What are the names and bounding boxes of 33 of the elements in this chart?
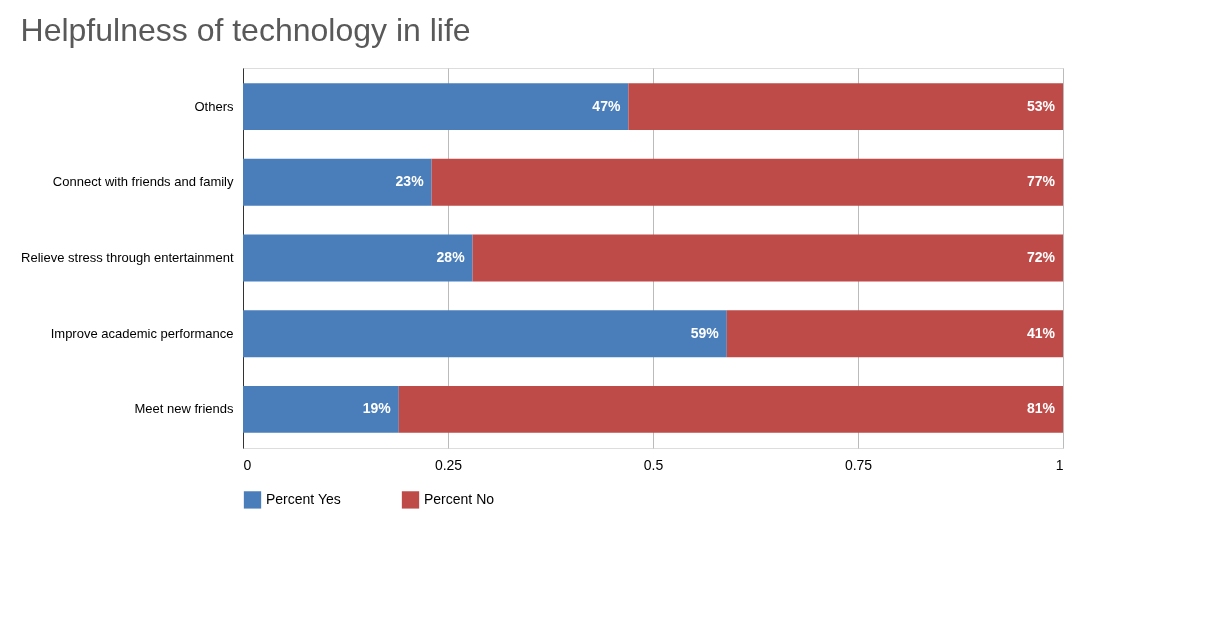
x-tick-label: 1 (1055, 456, 1064, 473)
bar (243, 234, 473, 282)
bar (628, 83, 1063, 131)
chart-title: Helpfulness of technology in life (20, 12, 471, 48)
bar (431, 158, 1063, 206)
bar (243, 158, 432, 206)
y-tick-label: Relieve stress through entertainment (21, 250, 234, 265)
data-label: 23% (395, 173, 425, 190)
legend-label: Percent No (424, 490, 495, 507)
data-label: 81% (1026, 400, 1056, 417)
x-tick-label: 0.5 (643, 456, 664, 473)
bar (243, 83, 629, 131)
bar (243, 385, 399, 433)
data-label: 53% (1026, 97, 1056, 114)
y-tick-label: Others (194, 98, 234, 114)
data-label: 28% (436, 249, 466, 265)
data-label: 59% (690, 324, 720, 341)
data-label: 19% (362, 400, 392, 417)
y-tick-label: Meet new friends (134, 401, 234, 417)
data-label: 72% (1026, 249, 1056, 265)
data-label: 41% (1026, 324, 1056, 341)
x-tick-label: 0.25 (434, 456, 463, 473)
x-tick-label: 0.75 (844, 456, 873, 473)
bar (398, 385, 1063, 433)
data-label: 47% (592, 97, 621, 114)
bar (243, 310, 727, 358)
bar (472, 234, 1063, 282)
data-label: 77% (1026, 173, 1056, 190)
x-tick-label: 0 (243, 456, 252, 473)
bar (726, 310, 1063, 358)
y-tick-label: Improve academic performance (50, 325, 234, 341)
y-tick-label: Connect with friends and family (52, 174, 234, 190)
legend-label: Percent Yes (266, 490, 341, 507)
